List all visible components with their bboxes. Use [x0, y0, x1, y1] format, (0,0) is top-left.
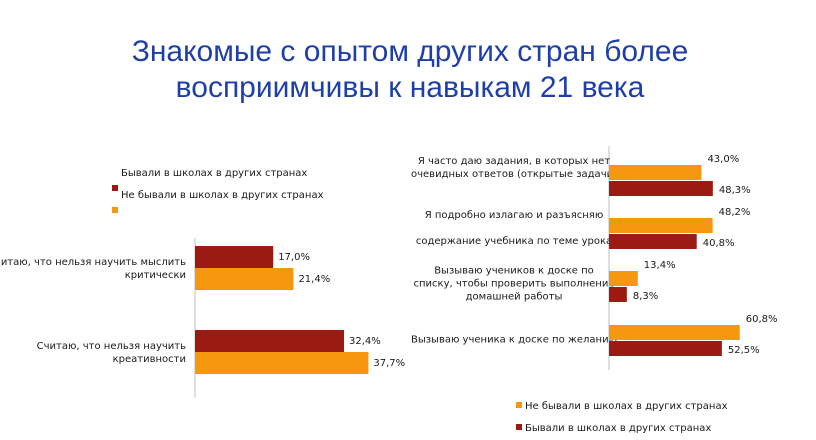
- left-bar: [195, 246, 274, 268]
- left-bar: [195, 330, 345, 352]
- right-legend-label: Не бывали в школах в других странах: [525, 401, 728, 412]
- right-category-label-line: Вызываю ученика к доске по желанию: [411, 335, 617, 346]
- right-category-label-line: домашней работы: [466, 292, 563, 303]
- right-bar: [609, 341, 722, 356]
- left-legend-swatch: [112, 207, 118, 213]
- right-category-label: Я подробно излагаю и разъясняю: [425, 210, 604, 221]
- right-category-label-line: Я часто даю задания, в которых нет: [418, 156, 611, 167]
- right-value-label: 52,5%: [728, 345, 760, 356]
- right-value-label: 13,4%: [644, 260, 676, 271]
- left-value-label: 21,4%: [298, 274, 330, 285]
- right-legend-swatch: [516, 424, 522, 430]
- right-legend-swatch: [516, 402, 522, 408]
- chart-title: Знакомые с опытом других стран более вос…: [60, 34, 760, 106]
- right-value-label: 48,3%: [719, 185, 751, 196]
- right-bar: [609, 271, 638, 286]
- left-category-label: Считаю, что нельзя научить креативности: [37, 341, 186, 365]
- left-category-label-line: Считаю, что нельзя научить: [37, 341, 186, 352]
- right-bar: [609, 181, 713, 196]
- right-category-label: содержание учебника по теме урока: [416, 236, 612, 247]
- right-category-label-line: Вызываю учеников к доске по: [434, 266, 594, 277]
- right-bar: [609, 218, 713, 233]
- right-bar: [609, 325, 740, 340]
- right-legend-label: Бывали в школах в других странах: [525, 423, 711, 434]
- right-bar: [609, 165, 702, 180]
- left-legend-label: Бывали в школах в других странах: [121, 168, 307, 179]
- left-category-label: Считаю, что нельзя научить мыслить критич…: [0, 257, 186, 281]
- right-value-label: 40,8%: [703, 238, 735, 249]
- right-category-label: Вызываю учеников к доске по списку, чтобы…: [414, 266, 615, 303]
- left-value-label: 37,7%: [373, 358, 405, 369]
- left-category-label-line: Считаю, что нельзя научить мыслить: [0, 257, 186, 268]
- right-value-label: 8,3%: [633, 291, 658, 302]
- left-category-label-line: критически: [125, 270, 186, 281]
- left-legend-swatch: [112, 185, 118, 191]
- right-bar: [609, 287, 627, 302]
- right-category-label-line: очевидных ответов (открытые задачи): [411, 169, 617, 180]
- left-category-label-line: креативности: [113, 354, 186, 365]
- left-bar: [195, 352, 369, 374]
- left-value-label: 17,0%: [278, 252, 310, 263]
- right-value-label: 43,0%: [707, 154, 739, 165]
- right-value-label: 60,8%: [746, 314, 778, 325]
- right-category-label: Вызываю ученика к доске по желанию: [411, 335, 617, 346]
- left-legend-label: Не бывали в школах в других странах: [121, 190, 324, 201]
- chart-title-line-2: восприимчивы к навыкам 21 века: [175, 71, 645, 104]
- right-category-label: Я часто даю задания, в которых нет очевид…: [411, 156, 617, 180]
- left-bar: [195, 268, 294, 290]
- right-value-label: 48,2%: [719, 207, 751, 218]
- left-value-label: 32,4%: [349, 336, 381, 347]
- right-bar: [609, 234, 697, 249]
- chart-title-line-1: Знакомые с опытом других стран более: [131, 35, 689, 68]
- right-category-label-line: списку, чтобы проверить выполнение: [414, 279, 615, 290]
